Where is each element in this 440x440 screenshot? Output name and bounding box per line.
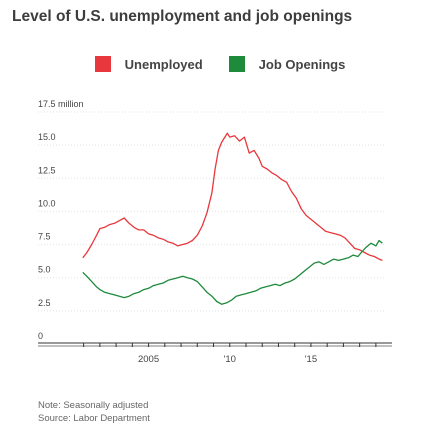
y-tick-label: 10.0: [38, 198, 56, 208]
y-tick-label: 0: [38, 331, 43, 341]
legend-label-job-openings: Job Openings: [258, 56, 346, 72]
y-tick-label: 15.0: [38, 132, 56, 142]
legend-item-unemployed: Unemployed: [94, 56, 203, 72]
legend: Unemployed Job Openings: [0, 56, 440, 72]
y-tick-label: 17.5 million: [38, 99, 84, 109]
series-line-job-openings: [82, 239, 383, 305]
x-tick-label: 2005: [138, 354, 159, 365]
note-text: Note: Seasonally adjusted: [38, 400, 149, 411]
legend-swatch-job-openings: [228, 56, 245, 72]
y-tick-label: 5.0: [38, 265, 51, 275]
x-tick-label: '15: [305, 354, 317, 365]
legend-item-job-openings: Job Openings: [228, 56, 346, 72]
legend-swatch-unemployed: [94, 56, 111, 72]
source-text: Source: Labor Department: [38, 413, 150, 424]
y-tick-label: 7.5: [38, 232, 51, 242]
y-tick-label: 2.5: [38, 298, 51, 308]
y-axis-tick-labels: 17.5 million 15.0 12.5 10.0 7.5 5.0 2.5 0: [38, 99, 84, 341]
series-lines: [82, 132, 383, 305]
x-tick-label: '10: [224, 354, 236, 365]
chart-title: Level of U.S. unemployment and job openi…: [12, 8, 353, 25]
y-tick-label: 12.5: [38, 165, 56, 175]
x-axis: 2005 '10 '15: [38, 342, 392, 365]
series-line-unemployed: [82, 132, 383, 262]
gridlines: [38, 111, 386, 312]
chart-footnote: Note: Seasonally adjusted Source: Labor …: [38, 399, 150, 425]
legend-label-unemployed: Unemployed: [124, 56, 203, 72]
